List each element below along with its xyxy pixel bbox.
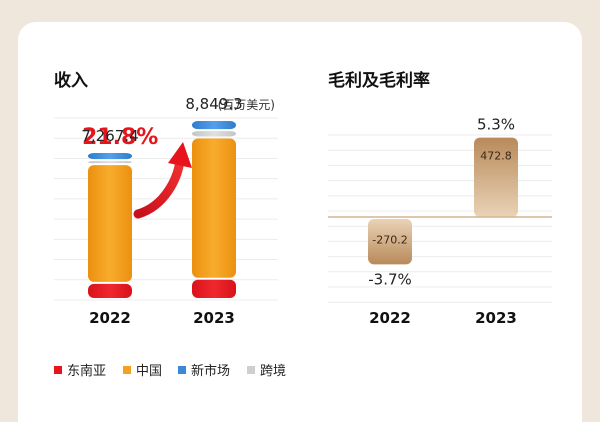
revenue-unit: (百万美元) — [218, 98, 275, 112]
revenue-bar-2023-1 — [192, 138, 236, 278]
gross-margin-label: -3.7% — [368, 270, 412, 288]
legend-label: 东南亚 — [67, 363, 106, 379]
legend-swatch — [54, 366, 62, 374]
gross-profit-value-label: 472.8 — [480, 150, 512, 163]
legend: 东南亚 中国 新市场 跨境 — [54, 363, 286, 379]
revenue-bars — [88, 121, 236, 298]
legend-label: 跨境 — [260, 364, 286, 379]
revenue-category-label: 2023 — [193, 309, 235, 327]
gross-profit-gridlines — [328, 134, 552, 303]
gross-profit-category-label: 2023 — [475, 309, 517, 327]
legend-swatch — [247, 366, 255, 374]
gross-profit-category-labels: 2022 2023 — [369, 309, 517, 327]
revenue-total-label: 8,849.3 — [185, 95, 242, 113]
gross-profit-labels: -270.2 -3.7% 472.8 5.3% — [368, 116, 515, 289]
revenue-bar-2023-2 — [192, 131, 236, 137]
revenue-category-label: 2022 — [89, 309, 131, 327]
gross-profit-bar-2022 — [368, 219, 412, 265]
revenue-bar-2023-0 — [192, 279, 236, 298]
revenue-bar-2023-3 — [192, 121, 236, 130]
gross-profit-category-label: 2022 — [369, 309, 411, 327]
growth-arrow — [133, 155, 185, 219]
revenue-category-labels: 2022 2023 — [89, 309, 235, 327]
legend-swatch — [178, 366, 186, 374]
growth-label: 21.8% — [82, 125, 158, 150]
revenue-total-label: 7,267.4 — [81, 127, 138, 145]
gross-profit-title: 毛利及毛利率 — [328, 70, 430, 91]
legend-swatch — [123, 366, 131, 374]
revenue-bar-2022-2 — [88, 161, 132, 164]
revenue-total-labels: 7,267.4 8,849.3 — [81, 95, 242, 145]
gross-profit-value-label: -270.2 — [372, 234, 407, 247]
revenue-title: 收入 — [54, 70, 88, 91]
legend-label: 中国 — [136, 364, 162, 379]
revenue-bar-2022-0 — [88, 283, 132, 298]
revenue-bar-2022-1 — [88, 165, 132, 282]
gross-profit-bar-2023 — [474, 137, 518, 217]
legend-label: 新市场 — [191, 363, 230, 379]
revenue-bar-2022-3 — [88, 153, 132, 160]
gross-margin-label: 5.3% — [477, 116, 515, 134]
growth-arrowhead — [168, 142, 192, 168]
gross-profit-bars — [368, 137, 518, 265]
